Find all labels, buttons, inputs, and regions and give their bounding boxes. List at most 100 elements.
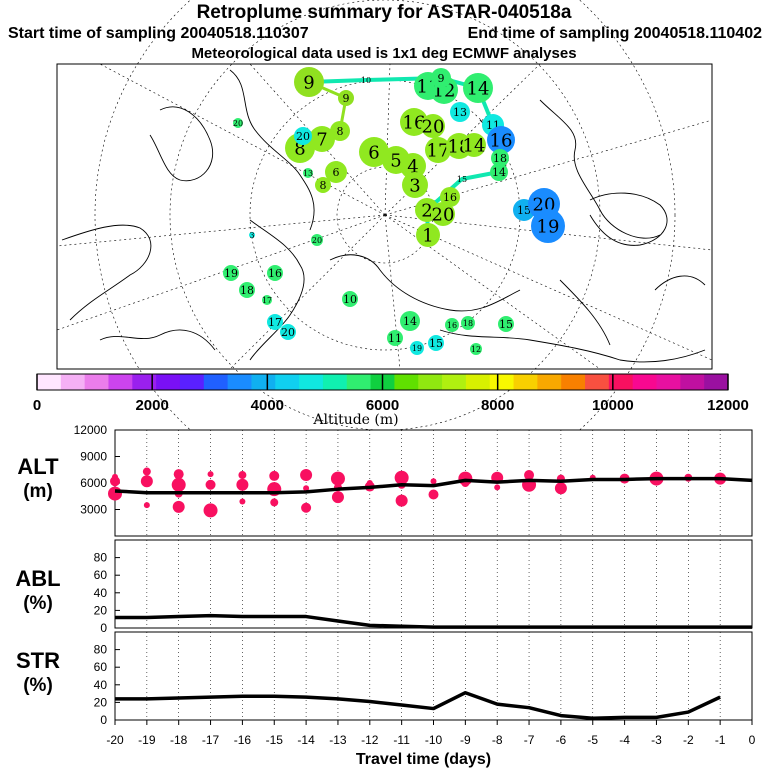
- plume-marker-dot: [416, 223, 440, 247]
- plume-marker-dot: [431, 68, 451, 88]
- plume-marker-dot: [387, 330, 403, 346]
- plume-marker-day: 11: [388, 332, 402, 345]
- data-point: [203, 503, 218, 518]
- plume-marker-dot: [267, 314, 283, 330]
- plume-marker-dot: [359, 137, 389, 167]
- plume-marker: 9: [338, 90, 354, 106]
- plume-marker: 20: [431, 202, 455, 226]
- plume-marker: 16: [487, 126, 515, 154]
- plume-marker-day: 9: [303, 72, 314, 93]
- plume-marker-day: 20: [312, 236, 322, 245]
- panel-alt: 12000 9000 6000 3000 ALT(m): [17, 423, 753, 537]
- plume-marker-day: 16: [268, 267, 282, 280]
- plume-marker-dot: [325, 161, 347, 183]
- plume-marker-day: 10: [361, 76, 371, 85]
- data-point: [173, 469, 184, 480]
- plume-marker-dot: [315, 177, 331, 193]
- plume-marker-dot: [531, 209, 565, 243]
- plume-marker-day: 16: [490, 130, 513, 151]
- x-tick-label: 0: [749, 733, 756, 747]
- plume-marker-day: 20: [432, 204, 455, 225]
- data-point: [394, 470, 409, 485]
- plume-marker: 14: [463, 73, 493, 103]
- colorbar-segment: [394, 374, 419, 390]
- colorbar-tick-label: 2000: [135, 397, 168, 414]
- x-tick-label: -16: [234, 733, 252, 747]
- plume-marker-dot: [400, 153, 426, 179]
- plume-marker-dot: [463, 73, 493, 103]
- plume-marker: 4: [400, 153, 426, 179]
- plume-marker-dot: [280, 324, 296, 340]
- x-tick-label: -18: [170, 733, 188, 747]
- met-data-label: Meteorological data used is 1x1 deg ECMW…: [191, 45, 577, 62]
- series-line: [114, 476, 753, 495]
- colorbar-segment: [299, 374, 324, 390]
- plume-marker-day: 20: [233, 119, 243, 128]
- plume-marker-dot: [428, 335, 444, 351]
- colorbar-segment: [275, 374, 300, 390]
- colorbar-tick-label: 10000: [592, 397, 634, 414]
- plume-marker: 20: [311, 234, 323, 246]
- data-point: [172, 500, 185, 513]
- plume-marker-day: 16: [443, 191, 457, 204]
- map-frame: [56, 63, 713, 370]
- y-tick-label: 60: [94, 660, 108, 674]
- plume-marker-dot: [267, 265, 283, 281]
- plume-marker-dot: [440, 187, 460, 207]
- plume-marker: 16: [400, 108, 428, 136]
- plume-marker-day: 2: [421, 200, 432, 221]
- data-point: [330, 471, 345, 486]
- time-series-panels: 12000900060003000ALT(m)806040200ABL(%)80…: [15, 423, 755, 768]
- plume-marker-day: 16: [403, 112, 426, 133]
- x-tick-label: -10: [425, 733, 443, 747]
- plume-marker-dot: [294, 127, 312, 145]
- colorbar-segment: [132, 374, 157, 390]
- plume-marker: 8: [330, 121, 350, 141]
- plume-marker: 17: [262, 295, 272, 305]
- colorbar-segment: [465, 374, 491, 390]
- plume-marker-dot: [294, 67, 324, 97]
- plume-marker-day: 8: [294, 138, 305, 159]
- x-tick-label: -7: [524, 733, 535, 747]
- colorbar-segment: [156, 374, 181, 390]
- plume-marker: 6: [325, 161, 347, 183]
- x-axis-label: Travel time (days): [356, 751, 491, 768]
- series-line: [115, 690, 721, 720]
- plume-marker: 6: [359, 137, 389, 167]
- data-point: [269, 470, 280, 481]
- plume-marker: 10: [342, 291, 358, 307]
- plume-marker-day: 16: [447, 321, 457, 330]
- x-tick-label: -11: [393, 733, 410, 747]
- data-point: [142, 467, 151, 476]
- plume-marker-dot: [421, 114, 445, 138]
- plume-marker-day: 5: [390, 150, 401, 171]
- colorbar-segment: [179, 374, 205, 390]
- x-tick-label: -13: [329, 733, 347, 747]
- plume-marker-day: 20: [422, 116, 445, 137]
- data-point: [554, 482, 567, 495]
- plume-marker-day: 13: [303, 169, 313, 178]
- colorbar-tick-label: 0: [33, 397, 41, 414]
- y-tick-label: 9000: [80, 450, 107, 464]
- colorbar-segment: [680, 374, 705, 390]
- plume-marker-day: 15: [499, 318, 513, 331]
- plume-marker: 1: [416, 223, 440, 247]
- colorbar-segment: [608, 374, 634, 390]
- plume-marker: 15: [457, 175, 467, 184]
- plume-marker: 10: [361, 76, 371, 85]
- plume-marker-day: 10: [343, 293, 357, 306]
- plume-marker: 14: [400, 311, 420, 331]
- plume-marker: 16: [267, 265, 283, 281]
- plume-marker-day: 20: [296, 130, 310, 143]
- colorbar-segment: [227, 374, 252, 390]
- plume-marker: 19: [531, 209, 565, 243]
- x-tick-label: -2: [683, 733, 694, 747]
- plume-marker-day: 17: [268, 316, 282, 329]
- plume-marker: 8: [315, 177, 331, 193]
- plume-marker-day: 15: [517, 204, 531, 217]
- data-point: [110, 476, 120, 487]
- plume-marker: 17: [267, 314, 283, 330]
